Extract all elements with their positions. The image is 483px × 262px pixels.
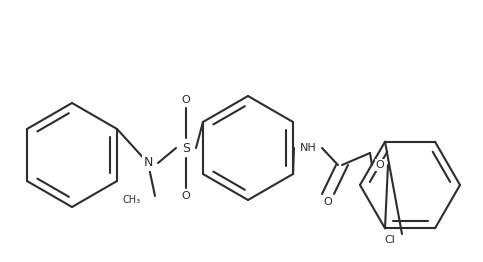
Text: N: N bbox=[143, 156, 153, 170]
Text: O: O bbox=[376, 160, 384, 170]
Text: NH: NH bbox=[299, 143, 316, 153]
Text: O: O bbox=[324, 197, 332, 207]
Text: Cl: Cl bbox=[384, 235, 396, 245]
Text: S: S bbox=[182, 141, 190, 155]
Text: CH₃: CH₃ bbox=[123, 195, 141, 205]
Text: O: O bbox=[182, 191, 190, 201]
Text: O: O bbox=[182, 95, 190, 105]
